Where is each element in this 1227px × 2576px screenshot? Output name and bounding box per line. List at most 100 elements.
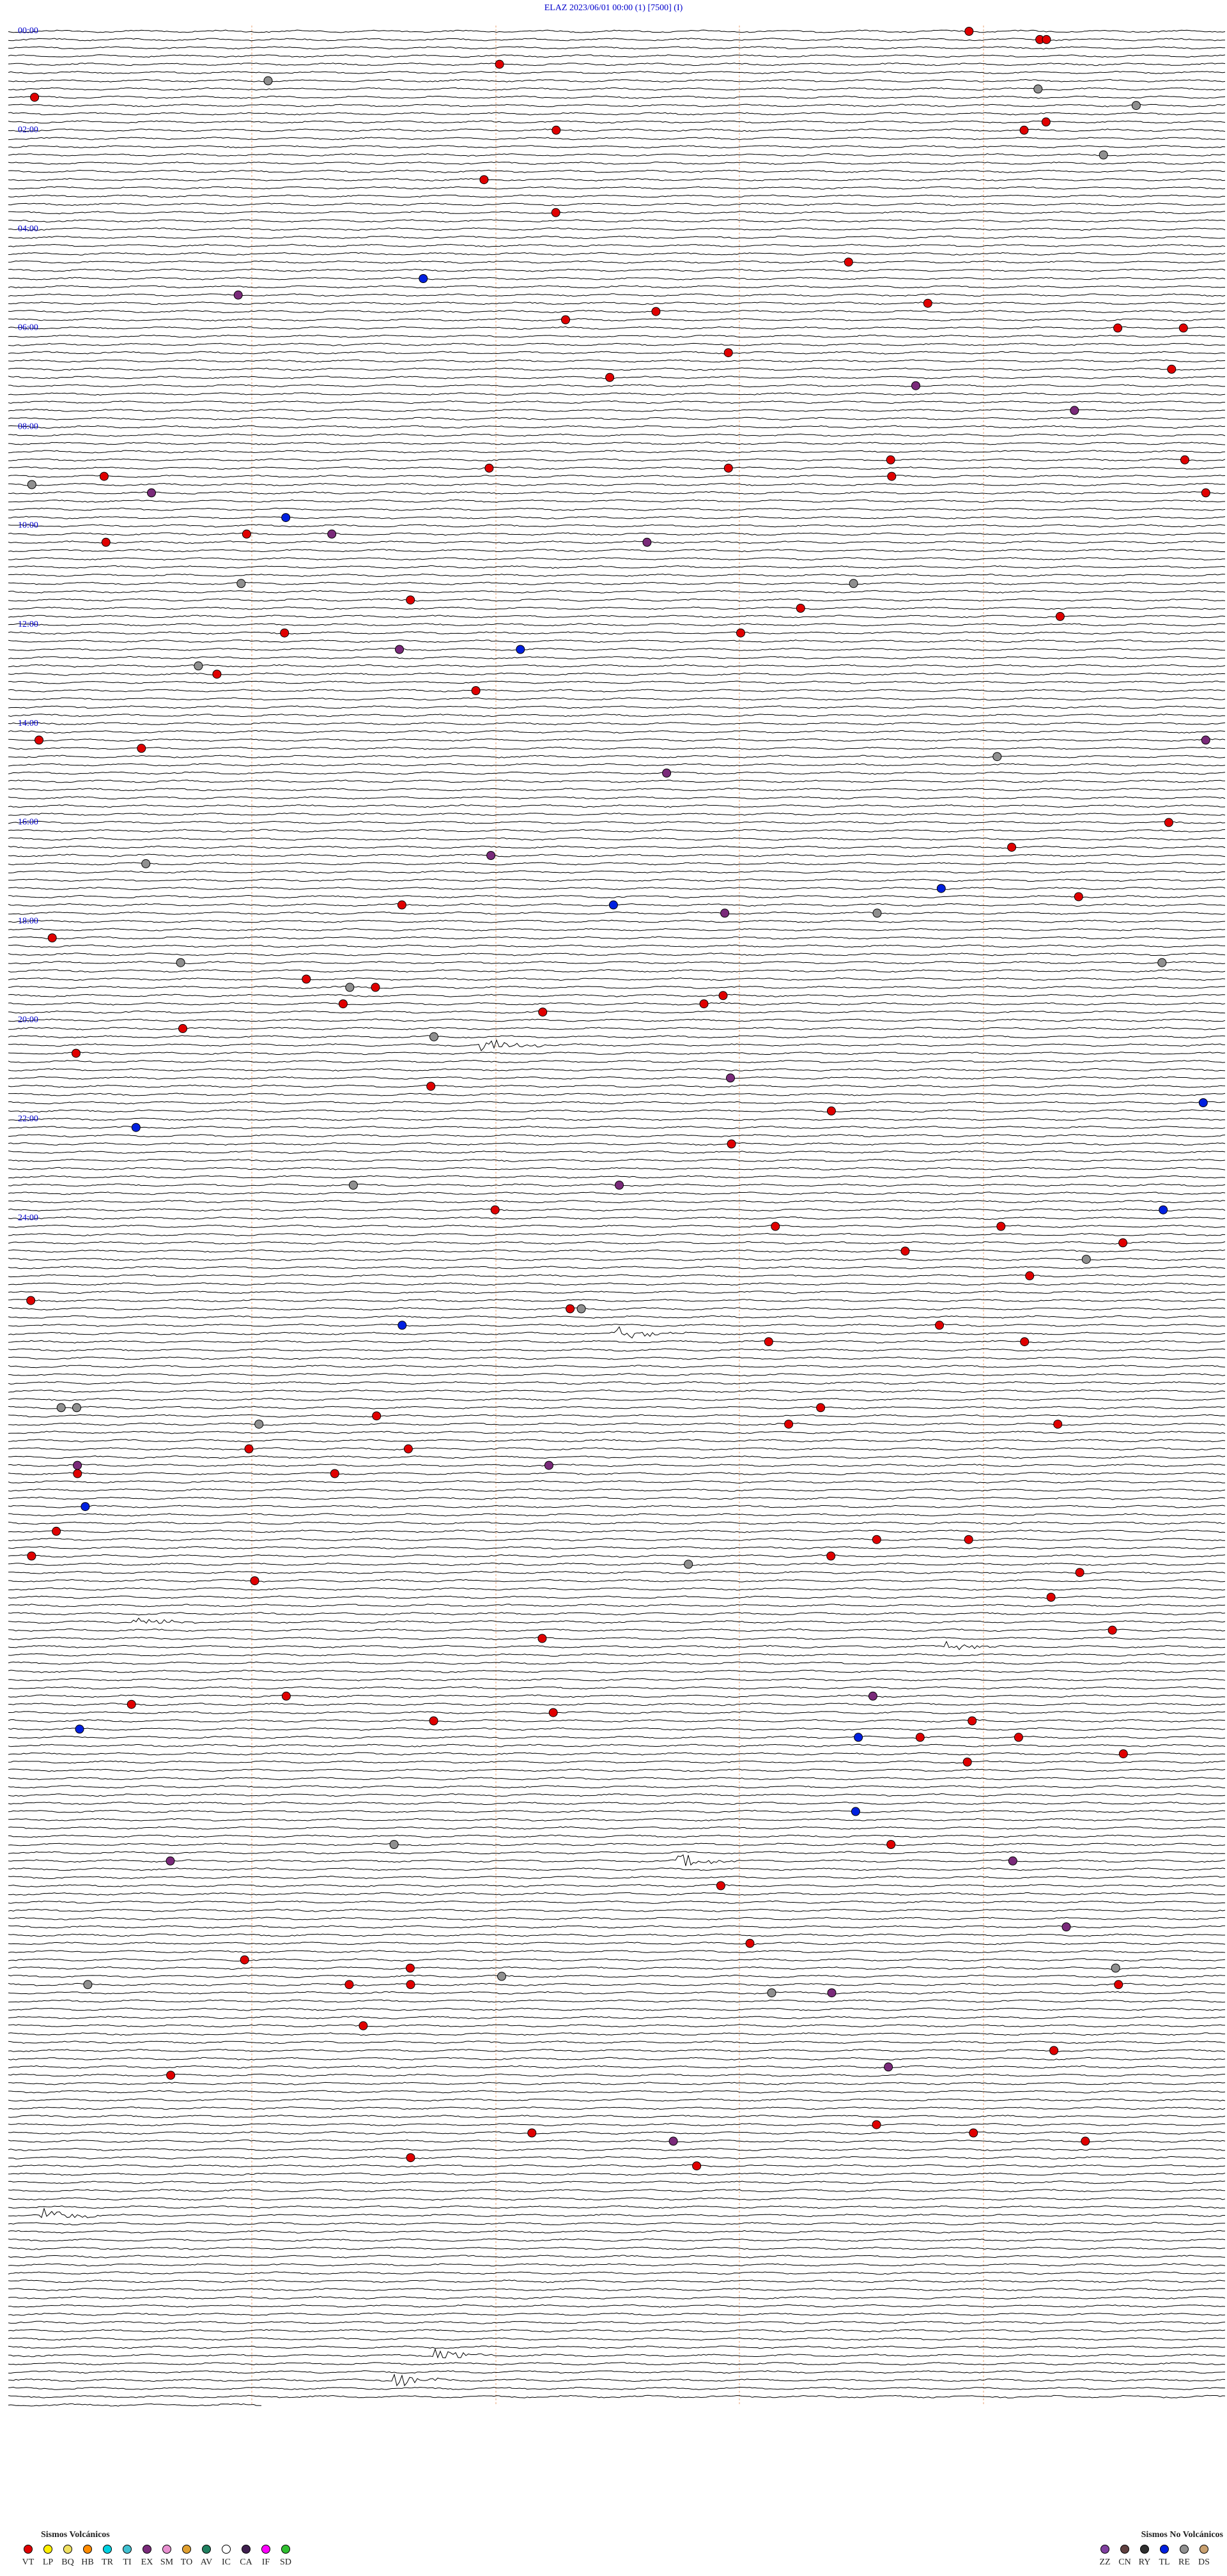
event-marker [56,1403,66,1413]
trace [8,2122,1226,2127]
trace [8,1266,1226,1269]
event-marker [73,1460,82,1470]
event-marker [816,1403,826,1413]
legend-label: TR [102,2557,114,2567]
trace [8,425,1226,429]
trace [8,1101,1225,1105]
trace [8,1900,1226,1904]
event-marker [727,1139,736,1149]
legend-label: CN [1118,2557,1131,2567]
trace [8,1826,1226,1830]
trace [8,993,1226,997]
trace [8,2329,1226,2333]
event-marker [27,480,36,489]
trace [8,1554,1226,1558]
trace [8,1958,1226,1962]
trace [8,318,1226,322]
trace [8,63,1226,66]
trace [8,466,1226,470]
event-marker [240,1955,249,1965]
trace [8,1744,1226,1747]
trace [8,1703,1226,1706]
event-marker [1201,488,1210,498]
event-marker [147,488,156,498]
event-marker [651,307,661,316]
trace [8,1694,1226,1698]
trace [8,1002,1226,1006]
legend-label: HB [81,2557,93,2567]
trace [8,2280,1226,2283]
trace [8,590,1226,594]
event-marker [429,1032,438,1041]
event-marker [281,1691,291,1701]
event-marker [338,999,348,1009]
event-marker [1180,455,1189,464]
trace [8,1414,1226,1418]
trace [8,771,1226,775]
legend-title: Sismos No Volcánicos [1141,2530,1224,2540]
event-marker [99,471,109,481]
event-marker [552,125,561,135]
trace [8,1430,1226,1434]
hour-label: 04:00 [18,224,38,234]
trace [8,1854,1226,1866]
trace [8,326,1226,330]
event-marker [726,1073,735,1083]
trace [8,779,1226,783]
trace [8,697,1226,701]
trace [8,656,1225,660]
event-marker [72,1048,81,1058]
trace [8,705,1226,709]
trace [8,631,1226,635]
trace [8,796,1226,800]
legend-swatch [103,2545,112,2554]
trace [8,1917,1226,1920]
trace [8,1480,1226,1484]
trace [8,1595,1226,1599]
trace [8,2048,1226,2053]
trace [8,2016,1226,2020]
event-marker [1061,1922,1071,1931]
legend-label: DS [1198,2557,1210,2567]
trace [8,1051,1226,1055]
trace [8,2207,1225,2218]
trace [8,829,1226,832]
trace [8,178,1226,181]
trace [8,565,1226,569]
trace [8,120,1226,124]
trace [8,812,1226,816]
trace [8,2172,1226,2176]
event-marker [348,1181,358,1190]
trace [8,1249,1226,1253]
trace [8,2238,1226,2242]
event-marker [395,645,404,654]
trace [8,2197,1226,2201]
trace [8,837,1226,841]
trace [8,95,1226,99]
event-marker [699,999,709,1009]
event-marker [131,1123,141,1132]
event-marker [406,2153,415,2163]
trace [8,969,1226,973]
event-marker [723,463,733,473]
trace [8,862,1226,866]
trace [8,1439,1226,1443]
trace [8,2106,1226,2110]
trace [8,1570,1226,1574]
trace [8,2296,1226,2300]
hour-label: 22:00 [18,1114,38,1124]
event-marker [642,537,652,547]
trace [8,1340,1226,1344]
trace [8,1579,1226,1583]
legend-label: RE [1178,2557,1190,2567]
trace [8,598,1226,602]
hour-label: 06:00 [18,323,38,333]
trace [8,1167,1226,1170]
trace [8,112,1226,116]
trace [8,458,1226,462]
trace [8,219,1226,223]
trace [8,2057,1226,2060]
trace [8,1851,1226,1855]
trace [8,2320,1226,2324]
